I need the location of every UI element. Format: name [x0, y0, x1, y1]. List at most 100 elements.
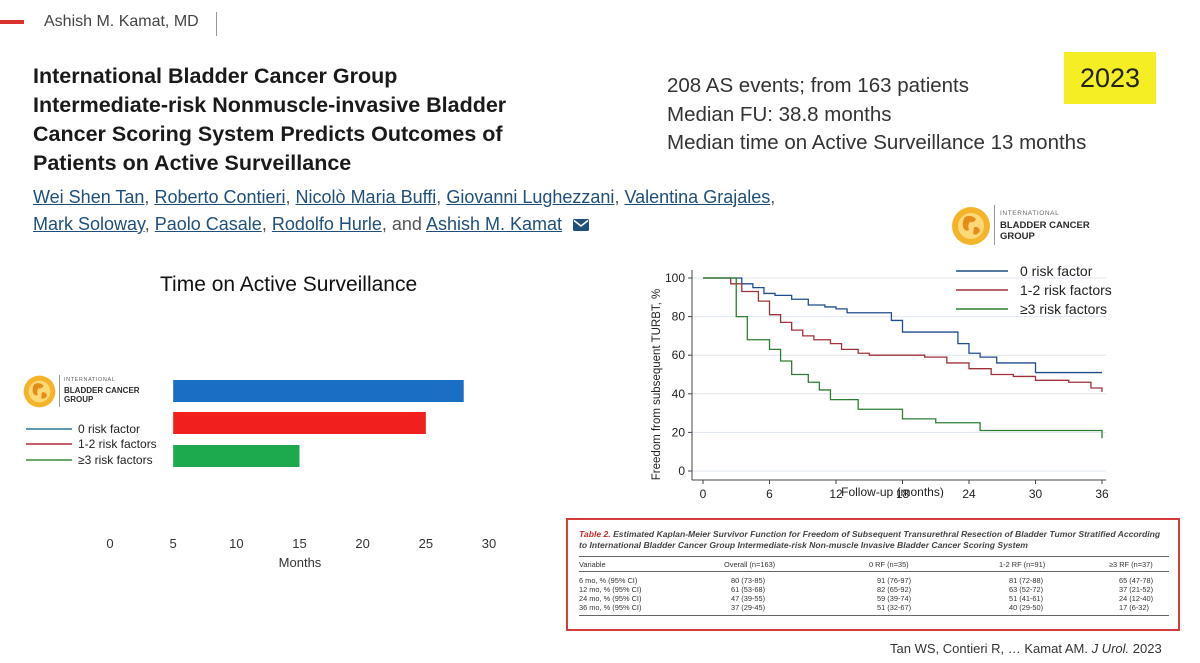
author-separator: ,: [261, 214, 267, 234]
globe-icon: [952, 207, 990, 245]
table-row: 6 mo, % (95% CI) 80 (73-85) 91 (76-97) 8…: [579, 576, 1169, 585]
table-cell: 63 (52-72): [1009, 585, 1044, 594]
y-tick-label: 20: [672, 425, 686, 439]
y-tick-label: 100: [665, 271, 685, 285]
author-link[interactable]: Rodolfo Hurle: [271, 214, 382, 234]
author-link[interactable]: Ashish M. Kamat: [425, 214, 563, 234]
logo-text: BLADDER CANCER: [64, 386, 140, 395]
author-link[interactable]: Roberto Contieri: [154, 187, 286, 207]
table-cell: 81 (72-88): [1009, 576, 1044, 585]
header-accent-bar: [0, 20, 24, 24]
table-header-row: Variable Overall (n=163) 0 RF (n=35) 1-2…: [579, 560, 1169, 569]
author-separator: ,: [144, 214, 150, 234]
bar: [173, 380, 464, 402]
citation-text: Tan WS, Contieri R, … Kamat AM.: [890, 641, 1092, 656]
author-link[interactable]: Giovanni Lughezzani: [446, 187, 615, 207]
y-tick-label: 80: [672, 310, 686, 324]
author-separator: ,: [614, 187, 620, 207]
table-cell: 40 (29-50): [1009, 603, 1044, 612]
table-caption: Estimated Kaplan-Meier Survivor Function…: [579, 529, 1161, 550]
y-tick-label: 60: [672, 348, 686, 362]
legend-label: ≥3 risk factors: [1020, 301, 1107, 317]
x-tick-label: 0: [106, 536, 113, 551]
paper-title-line: Patients on Active Surveillance: [33, 151, 352, 175]
table-cell: 36 mo, % (95% CI): [579, 603, 642, 612]
table-row: 36 mo, % (95% CI) 37 (29-45) 51 (32-67) …: [579, 603, 1169, 612]
x-tick-label: 18: [896, 487, 910, 498]
summary-line: Median time on Active Surveillance 13 mo…: [667, 131, 1087, 154]
x-tick-label: 6: [766, 487, 773, 498]
table-row: 12 mo, % (95% CI) 61 (53-68) 82 (65-92) …: [579, 585, 1169, 594]
envelope-icon[interactable]: [573, 212, 590, 239]
table-rule: [579, 615, 1169, 616]
author-link[interactable]: Valentina Grajales: [624, 187, 771, 207]
table-cell: 51 (32-67): [877, 603, 912, 612]
legend-label: ≥3 risk factors: [78, 453, 153, 467]
author-link[interactable]: Mark Soloway: [33, 214, 145, 234]
logo-divider: [994, 205, 995, 245]
x-tick-label: 24: [962, 487, 976, 498]
logo-text: GROUP: [64, 395, 94, 404]
summary-line: 208 AS events; from 163 patients: [667, 74, 969, 97]
x-tick-label: 30: [482, 536, 496, 551]
table-cell: 37 (29-45): [731, 603, 766, 612]
logo-text: BLADDER CANCER: [1000, 220, 1090, 231]
table-cell: 51 (41-61): [1009, 594, 1044, 603]
table-header-cell: Overall (n=163): [724, 560, 776, 569]
x-tick-label: 20: [355, 536, 369, 551]
table-cell: 82 (65-92): [877, 585, 912, 594]
table-cell: 80 (73-85): [731, 576, 766, 585]
km-series-line: [703, 277, 1102, 374]
author-separator: ,: [285, 187, 291, 207]
author-link[interactable]: Wei Shen Tan: [33, 187, 145, 207]
author-link[interactable]: Paolo Casale: [154, 214, 262, 234]
paper-title-line: Cancer Scoring System Predicts Outcomes …: [33, 122, 503, 146]
km-series-line: [703, 277, 1103, 392]
bar: [173, 412, 426, 434]
y-tick-label: 0: [678, 464, 685, 478]
author-separator: , and: [381, 214, 422, 234]
paper-title-line: Intermediate-risk Nonmuscle-invasive Bla…: [33, 93, 507, 117]
km-chart: 0 20 40 60 80 100 0 6 12 18 24 30 36 0 risk factor 1-…: [651, 263, 1112, 498]
logo-text: INTERNATIONAL: [1000, 210, 1060, 217]
x-tick-label: 0: [700, 487, 707, 498]
table-cell: 37 (21-52): [1119, 585, 1154, 594]
km-y-axis-label: Freedom from subsequent TURBT, %: [651, 289, 663, 481]
header-divider: [216, 12, 217, 36]
x-tick-label: 12: [829, 487, 843, 498]
paper-title-line: International Bladder Cancer Group: [33, 64, 398, 88]
table-row: 24 mo, % (95% CI) 47 (39-55) 59 (39-74) …: [579, 594, 1169, 603]
ibcg-logo: INTERNATIONAL BLADDER CANCER GROUP: [950, 205, 1100, 249]
table-number: Table 2.: [579, 529, 611, 539]
summary-line: Median FU: 38.8 months: [667, 102, 892, 126]
logo-text: GROUP: [1000, 231, 1035, 242]
table-cell: 24 (12-40): [1119, 594, 1154, 603]
author-list: Wei Shen Tan, Roberto Contieri, Nicolò M…: [33, 184, 913, 239]
citation: Tan WS, Contieri R, … Kamat AM. J Urol. …: [890, 641, 1162, 656]
x-tick-label: 10: [229, 536, 243, 551]
table-rule: [579, 571, 1169, 572]
km-x-axis-label: Follow-up (months): [841, 485, 944, 498]
table-title: Table 2. Estimated Kaplan-Meier Survivor…: [579, 529, 1169, 551]
x-tick-label: 25: [419, 536, 433, 551]
x-tick-label: 15: [292, 536, 306, 551]
table-header-cell: 0 RF (n=35): [869, 560, 909, 569]
table-rule: [579, 556, 1169, 557]
citation-journal: J Urol.: [1091, 641, 1130, 656]
table-cell: 91 (76-97): [877, 576, 912, 585]
globe-icon: [23, 375, 56, 408]
table-cell: 17 (6-32): [1119, 603, 1149, 612]
table-cell: 59 (39-74): [877, 594, 912, 603]
logo-text: INTERNATIONAL: [64, 377, 116, 383]
ibcg-logo: INTERNATIONAL BLADDER CANCER GROUP: [22, 374, 152, 410]
table-cell: 65 (47-78): [1119, 576, 1154, 585]
y-tick-label: 40: [672, 387, 686, 401]
logo-divider: [59, 375, 60, 407]
citation-year: 2023: [1132, 641, 1162, 656]
table-header-cell: 1-2 RF (n=91): [999, 560, 1046, 569]
author-separator: ,: [436, 187, 442, 207]
table-cell: 61 (53-68): [731, 585, 766, 594]
author-link[interactable]: Nicolò Maria Buffi: [295, 187, 437, 207]
study-summary: 208 AS events; from 163 patients Median …: [667, 72, 1086, 158]
